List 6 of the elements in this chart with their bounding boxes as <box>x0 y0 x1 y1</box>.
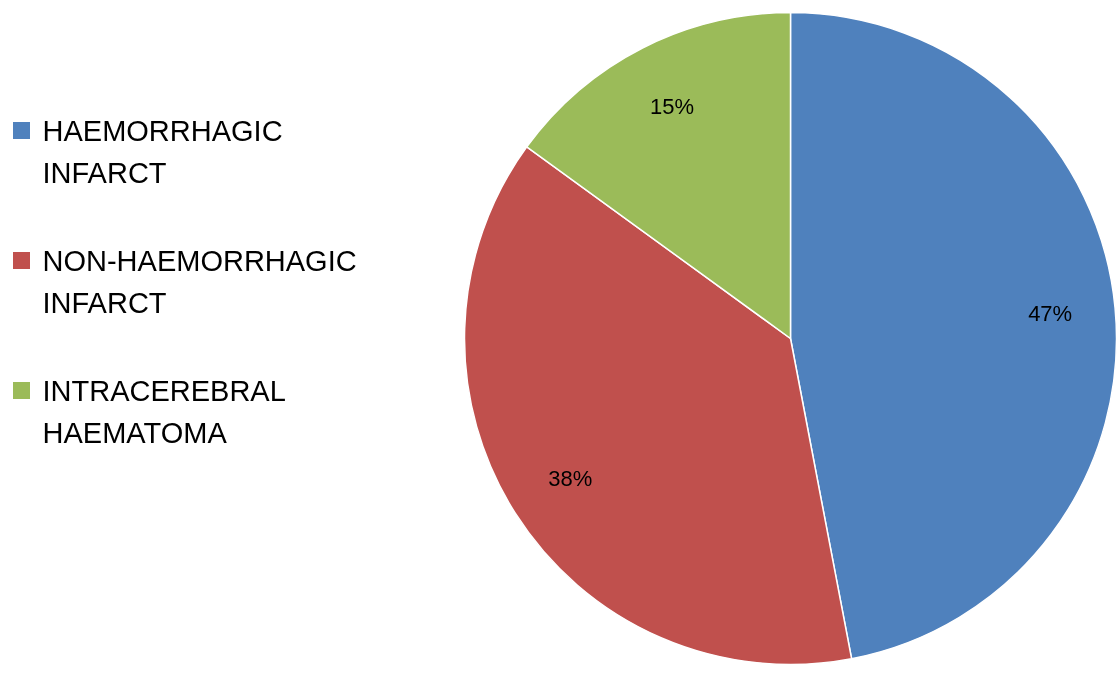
legend-label: INTRACEREBRAL HAEMATOMA <box>42 374 286 449</box>
legend-label: NON-HAEMORRHAGIC INFARCT <box>42 244 357 319</box>
data-label: 15% <box>650 93 695 119</box>
data-label: 38% <box>548 465 593 491</box>
data-label: 47% <box>1028 301 1073 327</box>
legend-label: HAEMORRHAGIC INFARCT <box>42 114 283 189</box>
